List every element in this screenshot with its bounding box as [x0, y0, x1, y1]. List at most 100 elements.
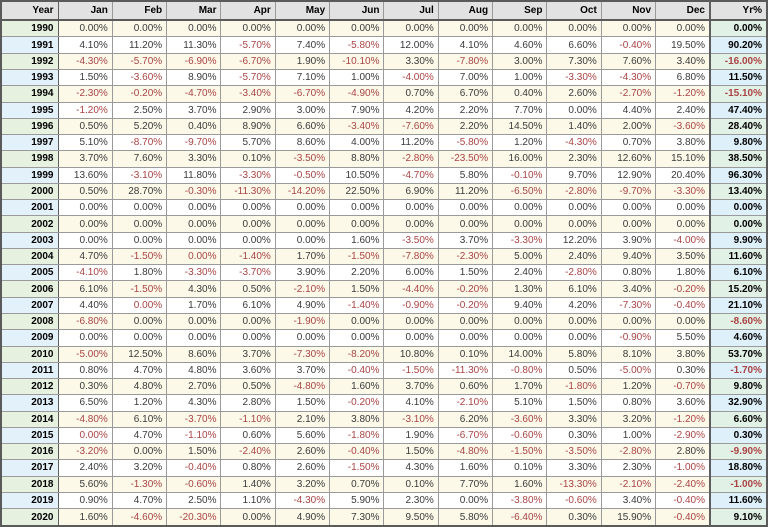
monthly-return-cell: 1.70% [166, 296, 222, 314]
table-row: 2008 -6.80% 0.00% 0.00% 0.00% -1.90% 0.00% 0.00… [0, 312, 768, 331]
monthly-return-cell: 2.40% [546, 247, 602, 266]
monthly-return-cell: 1.30% [492, 280, 548, 298]
year-cell: 2010 [0, 345, 59, 363]
monthly-return-cell: 0.00% [274, 199, 331, 217]
monthly-return-cell: 1.00% [329, 68, 385, 87]
monthly-return-cell: 8.90% [166, 68, 222, 87]
monthly-return-cell: 7.70% [492, 101, 548, 119]
monthly-return-cell: -3.70% [220, 264, 276, 282]
monthly-return-cell: -3.30% [220, 166, 276, 184]
yearly-return-cell: 9.10% [709, 508, 768, 527]
monthly-return-cell: -1.20% [655, 410, 711, 428]
monthly-return-cell: 9.70% [546, 166, 602, 184]
monthly-return-cell: 1.80% [655, 264, 711, 282]
table-row: 2017 2.40% 3.20% -0.40% 0.80% 2.60% -1.50% 4.30… [0, 459, 768, 477]
year-cell: 2012 [0, 378, 59, 396]
table-row: 1996 0.50% 5.20% 0.40% 8.90% 6.60% -3.40% -7.60… [0, 117, 768, 136]
monthly-return-cell: -6.70% [220, 52, 276, 70]
monthly-return-cell: 2.30% [383, 491, 439, 510]
monthly-return-cell: 0.00% [492, 215, 548, 233]
monthly-return-cell: -6.50% [492, 182, 548, 201]
monthly-return-cell: 3.20% [600, 410, 657, 428]
monthly-return-cell: -4.80% [274, 378, 331, 396]
monthly-return-cell: 0.00% [655, 312, 711, 331]
monthly-return-cell: 0.00% [546, 312, 602, 331]
year-cell: 1992 [0, 52, 59, 70]
monthly-return-cell: 0.00% [220, 329, 276, 347]
year-cell: 2008 [0, 312, 59, 331]
yearly-return-cell: 13.40% [709, 182, 768, 201]
monthly-return-cell: 3.40% [600, 280, 657, 298]
monthly-return-cell: -0.60% [546, 491, 602, 510]
monthly-return-cell: 12.90% [600, 166, 657, 184]
monthly-return-cell: 0.00% [383, 215, 439, 233]
monthly-return-cell: 1.20% [600, 378, 657, 396]
monthly-return-cell: 5.80% [546, 345, 602, 363]
monthly-return-cell: 9.50% [383, 508, 439, 527]
monthly-return-cell: -7.60% [383, 117, 439, 136]
column-header-apr: Apr [220, 0, 276, 21]
monthly-return-cell: 11.20% [383, 134, 439, 152]
monthly-return-cell: 0.00% [546, 19, 602, 38]
year-cell: 2014 [0, 410, 59, 428]
monthly-return-cell: 2.10% [274, 410, 331, 428]
monthly-return-cell: -3.80% [492, 491, 548, 510]
monthly-return-cell: 1.50% [57, 68, 113, 87]
monthly-return-cell: 2.40% [57, 459, 113, 477]
monthly-return-cell: -9.70% [166, 134, 222, 152]
year-cell: 1998 [0, 150, 59, 168]
monthly-return-cell: 4.70% [111, 361, 168, 380]
monthly-return-cell: -2.10% [437, 394, 494, 412]
monthly-return-cell: 8.90% [220, 117, 276, 136]
monthly-return-cell: -3.60% [111, 68, 168, 87]
monthly-return-cell: 0.00% [329, 329, 385, 347]
monthly-return-cell: 4.40% [57, 296, 113, 314]
year-cell: 2000 [0, 182, 59, 201]
monthly-return-cell: 0.00% [111, 215, 168, 233]
monthly-return-cell: 4.10% [437, 36, 494, 54]
monthly-return-cell: 11.30% [166, 36, 222, 54]
monthly-return-cell: 4.60% [492, 36, 548, 54]
yearly-return-cell: -8.60% [709, 312, 768, 331]
monthly-return-cell: 2.50% [166, 491, 222, 510]
year-cell: 1991 [0, 36, 59, 54]
monthly-return-cell: -1.90% [274, 312, 331, 331]
monthly-return-cell: 1.60% [329, 231, 385, 249]
monthly-return-cell: 1.40% [220, 475, 276, 493]
monthly-return-cell: -3.50% [274, 150, 331, 168]
monthly-return-cell: 0.30% [655, 361, 711, 380]
monthly-return-cell: -3.60% [492, 410, 548, 428]
monthly-return-cell: 0.00% [546, 215, 602, 233]
yearly-return-cell: -1.00% [709, 475, 768, 493]
table-row: 2003 0.00% 0.00% 0.00% 0.00% 0.00% 1.60% -3.50%… [0, 231, 768, 249]
monthly-return-cell: 3.20% [274, 475, 331, 493]
monthly-return-cell: 3.50% [655, 247, 711, 266]
monthly-return-cell: -4.60% [111, 508, 168, 527]
monthly-return-cell: 6.70% [437, 85, 494, 103]
monthly-return-cell: 3.70% [220, 345, 276, 363]
monthly-return-cell: -0.40% [655, 296, 711, 314]
monthly-return-cell: 0.00% [655, 19, 711, 38]
monthly-return-cell: 0.00% [57, 426, 113, 445]
monthly-return-cell: 0.00% [329, 199, 385, 217]
monthly-return-cell: 0.00% [492, 329, 548, 347]
monthly-return-cell: 0.00% [600, 19, 657, 38]
monthly-return-cell: 4.80% [166, 361, 222, 380]
monthly-return-cell: 3.30% [383, 52, 439, 70]
monthly-return-cell: -1.50% [329, 459, 385, 477]
monthly-return-cell: -4.30% [600, 68, 657, 87]
table-row: 2018 5.60% -1.30% -0.60% 1.40% 3.20% 0.70% 0.10… [0, 475, 768, 493]
table-row: 1995 -1.20% 2.50% 3.70% 2.90% 3.00% 7.90% 4.20%… [0, 101, 768, 119]
monthly-return-cell: -0.70% [655, 378, 711, 396]
monthly-return-cell: -4.10% [57, 264, 113, 282]
monthly-return-cell: 6.80% [655, 68, 711, 87]
monthly-return-cell: 7.10% [274, 68, 331, 87]
monthly-return-cell: 6.60% [546, 36, 602, 54]
monthly-return-cell: 0.00% [600, 312, 657, 331]
table-row: 1993 1.50% -3.60% 8.90% -5.70% 7.10% 1.00% -4.0… [0, 68, 768, 87]
monthly-return-cell: 4.30% [166, 280, 222, 298]
monthly-return-cell: 3.70% [383, 378, 439, 396]
monthly-return-cell: 1.60% [492, 475, 548, 493]
monthly-return-cell: 0.00% [220, 508, 276, 527]
monthly-return-cell: 0.30% [546, 508, 602, 527]
